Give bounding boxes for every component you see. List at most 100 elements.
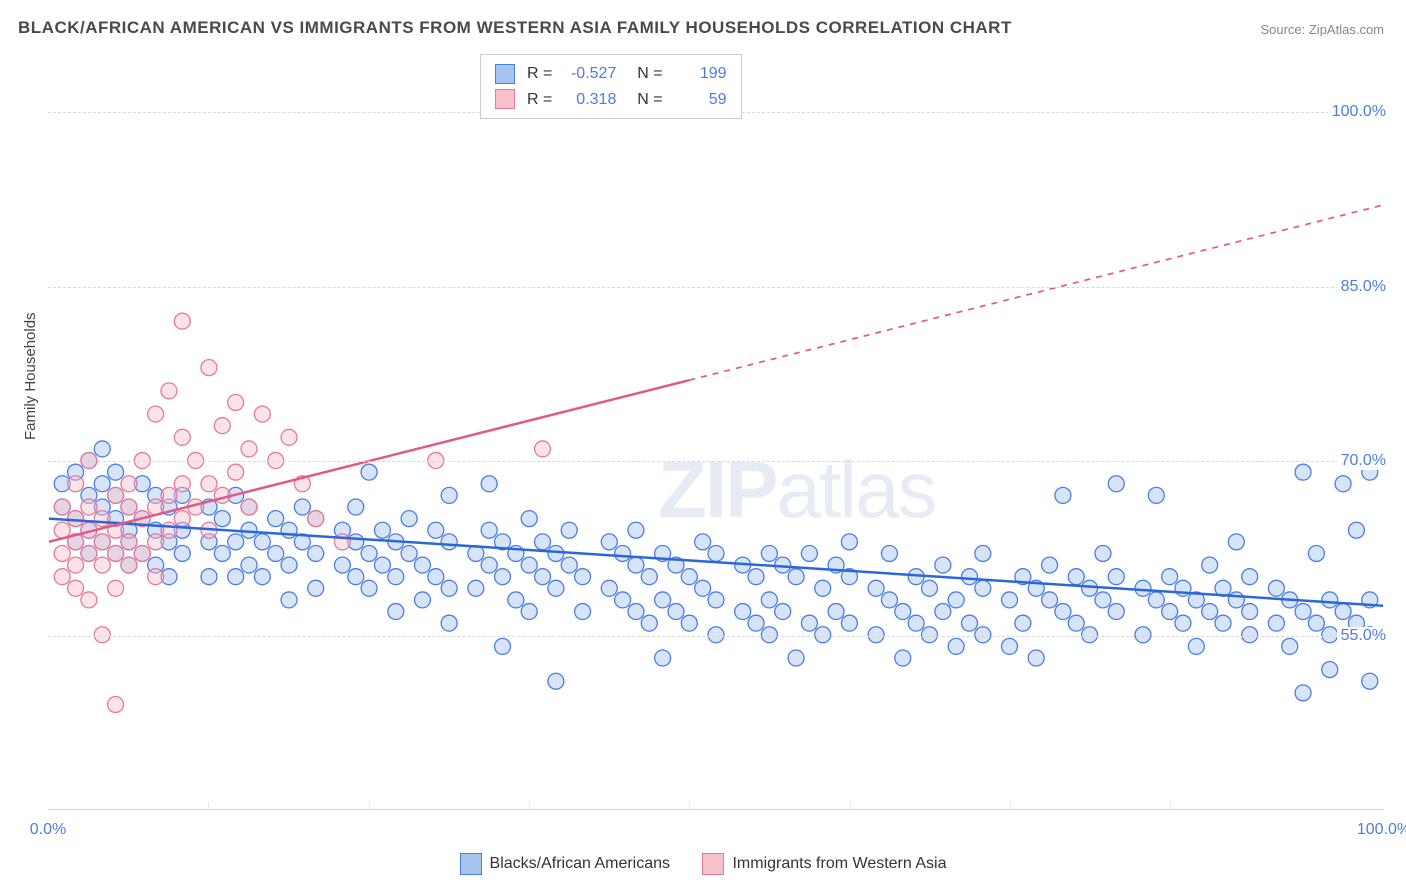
data-point xyxy=(788,569,804,585)
data-point xyxy=(1082,580,1098,596)
ytick-label: 100.0% xyxy=(1328,103,1390,121)
gridline-h xyxy=(48,461,1384,462)
data-point xyxy=(348,499,364,515)
stats-row-b: R = 0.318 N = 59 xyxy=(495,87,727,113)
data-point xyxy=(161,522,177,538)
data-point xyxy=(241,499,257,515)
stats-r-val-a: -0.527 xyxy=(560,61,616,87)
data-point xyxy=(1068,615,1084,631)
data-point xyxy=(815,580,831,596)
data-point xyxy=(1335,604,1351,620)
data-point xyxy=(81,545,97,561)
data-point xyxy=(548,545,564,561)
data-point xyxy=(1028,650,1044,666)
xtick-minor xyxy=(689,802,690,810)
xtick-minor xyxy=(529,802,530,810)
data-point xyxy=(561,522,577,538)
data-point xyxy=(281,429,297,445)
data-point xyxy=(174,511,190,527)
legend-label-a: Blacks/African Americans xyxy=(490,855,671,873)
data-point xyxy=(1242,604,1258,620)
data-point xyxy=(1348,522,1364,538)
data-point xyxy=(1202,604,1218,620)
data-point xyxy=(121,499,137,515)
data-point xyxy=(575,569,591,585)
data-point xyxy=(655,650,671,666)
data-point xyxy=(1308,545,1324,561)
data-point xyxy=(268,511,284,527)
data-point xyxy=(1295,464,1311,480)
data-point xyxy=(801,615,817,631)
data-point xyxy=(441,534,457,550)
data-point xyxy=(1175,615,1191,631)
data-point xyxy=(495,569,511,585)
data-point xyxy=(228,464,244,480)
data-point xyxy=(681,615,697,631)
data-point xyxy=(761,545,777,561)
data-point xyxy=(1322,662,1338,678)
data-point xyxy=(121,476,137,492)
data-point xyxy=(1108,604,1124,620)
data-point xyxy=(1002,638,1018,654)
data-point xyxy=(1095,592,1111,608)
stats-n-label-a: N = xyxy=(628,61,662,87)
data-point xyxy=(68,557,84,573)
data-point xyxy=(308,580,324,596)
data-point xyxy=(68,476,84,492)
stats-n-val-b: 59 xyxy=(671,87,727,113)
data-point xyxy=(334,557,350,573)
data-point xyxy=(1002,592,1018,608)
data-point xyxy=(548,673,564,689)
data-point xyxy=(1268,615,1284,631)
data-point xyxy=(121,534,137,550)
data-point xyxy=(962,569,978,585)
data-point xyxy=(254,534,270,550)
legend-label-b: Immigrants from Western Asia xyxy=(732,855,946,873)
data-point xyxy=(521,604,537,620)
data-point xyxy=(241,441,257,457)
data-point xyxy=(1282,638,1298,654)
data-point xyxy=(1148,487,1164,503)
data-point xyxy=(414,557,430,573)
ytick-label: 85.0% xyxy=(1337,278,1390,296)
data-point xyxy=(1228,534,1244,550)
xtick-minor xyxy=(850,802,851,810)
swatch-a-icon xyxy=(495,64,515,84)
data-point xyxy=(508,592,524,608)
data-point xyxy=(228,569,244,585)
data-point xyxy=(254,406,270,422)
data-point xyxy=(1202,557,1218,573)
y-axis-label: Family Households xyxy=(22,312,39,440)
data-point xyxy=(268,545,284,561)
xtick-minor xyxy=(208,802,209,810)
ytick-label: 55.0% xyxy=(1337,627,1390,645)
data-point xyxy=(414,592,430,608)
data-point xyxy=(54,545,70,561)
data-point xyxy=(214,418,230,434)
data-point xyxy=(801,545,817,561)
data-point xyxy=(281,557,297,573)
data-point xyxy=(388,569,404,585)
data-point xyxy=(681,569,697,585)
gridline-h xyxy=(48,636,1384,637)
data-point xyxy=(935,604,951,620)
data-point xyxy=(481,476,497,492)
data-point xyxy=(895,650,911,666)
data-point xyxy=(228,394,244,410)
data-point xyxy=(1188,638,1204,654)
data-point xyxy=(201,360,217,376)
data-point xyxy=(348,569,364,585)
legend-item-a: Blacks/African Americans xyxy=(460,853,671,875)
data-point xyxy=(615,592,631,608)
bottom-legend: Blacks/African Americans Immigrants from… xyxy=(0,853,1406,880)
data-point xyxy=(535,569,551,585)
data-point xyxy=(148,406,164,422)
data-point xyxy=(841,534,857,550)
plot-area: ZIPatlas 55.0%70.0%85.0%100.0%0.0%100.0% xyxy=(48,54,1384,810)
data-point xyxy=(1108,569,1124,585)
data-point xyxy=(468,580,484,596)
source-attrib: Source: ZipAtlas.com xyxy=(1260,22,1384,37)
xtick-minor xyxy=(1010,802,1011,810)
gridline-h xyxy=(48,287,1384,288)
legend-swatch-a-icon xyxy=(460,853,482,875)
